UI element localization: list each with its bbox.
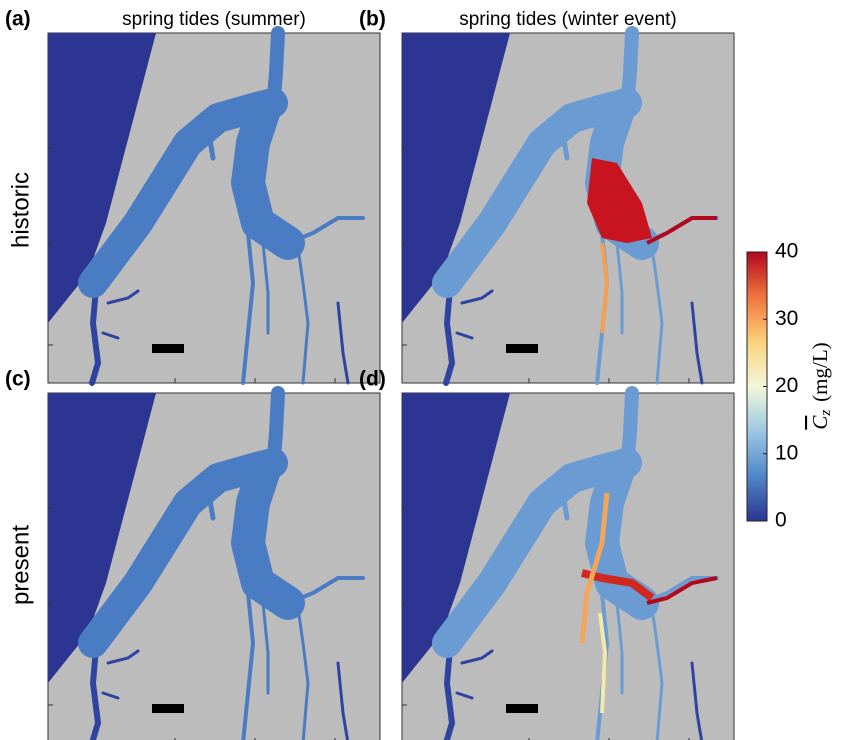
panel-letter: (c) [5, 368, 31, 391]
label-unit: (mg/L) [808, 342, 832, 401]
panel-letter: (a) [5, 8, 31, 31]
label-subscript: z [818, 410, 834, 417]
colorbar-tick-label: 30 [775, 307, 798, 330]
row-label: historic [7, 172, 34, 248]
panel-title: spring tides (winter event) [459, 9, 677, 30]
tributary-mid [598, 612, 608, 714]
map-panel [402, 393, 734, 740]
colorbar-label: Cz (mg/L) [808, 342, 835, 429]
panel-letter: (d) [359, 368, 386, 391]
river-high [646, 576, 718, 605]
scale-bar [152, 344, 184, 353]
colorbar-tick-label: 20 [775, 374, 798, 397]
scale-bar [506, 704, 538, 713]
tributary-mid [600, 242, 610, 334]
river-high [646, 216, 717, 245]
panel-title: spring tides (summer) [122, 9, 306, 30]
colorbar-tick-label: 10 [775, 441, 798, 464]
map-panel [48, 33, 380, 383]
colorbar-tick-label: 40 [775, 240, 798, 263]
map-base [402, 393, 734, 740]
row-label: present [7, 525, 34, 605]
map-panel [402, 33, 734, 383]
label-symbol: C [808, 415, 832, 430]
high-concentration [587, 158, 652, 243]
map-base [402, 33, 734, 383]
panel-letter: (b) [359, 8, 386, 31]
scale-bar [152, 704, 184, 713]
map-base [48, 33, 380, 383]
map-panel [48, 393, 380, 740]
channel-mid [579, 492, 610, 644]
map-base [48, 393, 380, 740]
scale-bar [506, 344, 538, 353]
colorbar-tick-label: 0 [775, 509, 787, 532]
